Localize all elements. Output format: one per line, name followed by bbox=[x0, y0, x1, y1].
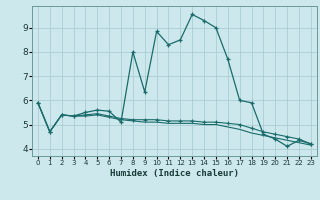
X-axis label: Humidex (Indice chaleur): Humidex (Indice chaleur) bbox=[110, 169, 239, 178]
